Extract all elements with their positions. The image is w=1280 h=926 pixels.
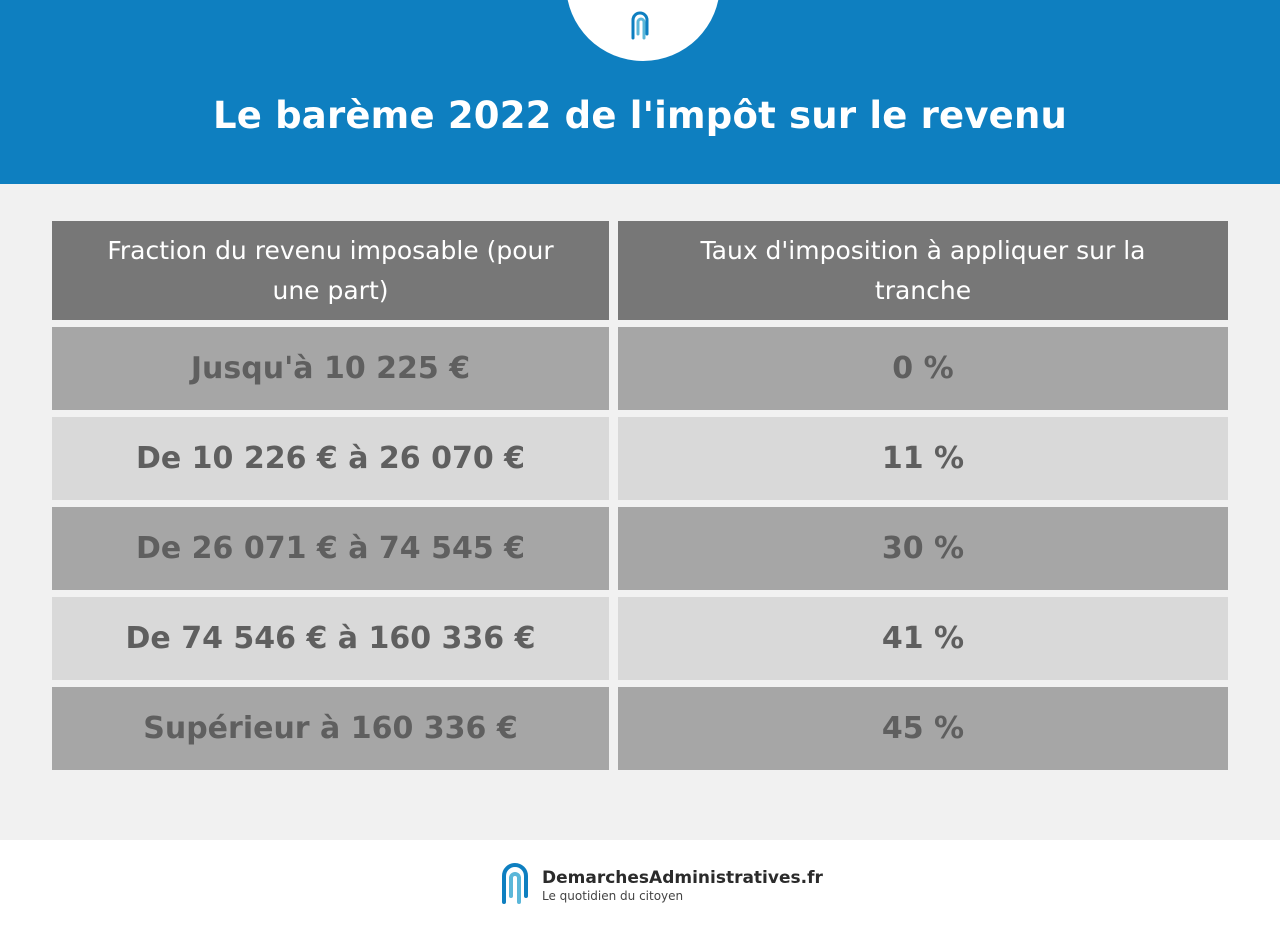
rate-cell: 30 % [618,507,1228,590]
table-row: De 10 226 € à 26 070 € 11 % [52,417,1228,500]
brand-tagline: Le quotidien du citoyen [542,889,684,903]
brand-logo: DemarchesAdministratives.fr Le quotidien… [498,862,823,910]
footer: DemarchesAdministratives.fr Le quotidien… [0,840,1280,926]
logo-badge [566,0,720,61]
bracket-cell: Jusqu'à 10 225 € [52,327,609,410]
rate-cell: 11 % [618,417,1228,500]
bracket-cell: Supérieur à 160 336 € [52,687,609,770]
column-header-rate: Taux d'imposition à appliquer sur la tra… [618,221,1228,320]
rate-cell: 45 % [618,687,1228,770]
table-row: De 26 071 € à 74 545 € 30 % [52,507,1228,590]
table-row: Supérieur à 160 336 € 45 % [52,687,1228,770]
table-row: De 74 546 € à 160 336 € 41 % [52,597,1228,680]
brand-text: DemarchesAdministratives.fr Le quotidien… [542,868,823,904]
bracket-cell: De 74 546 € à 160 336 € [52,597,609,680]
rate-cell: 0 % [618,327,1228,410]
tax-bracket-table: Fraction du revenu imposable (pour une p… [52,221,1228,777]
rate-cell: 41 % [618,597,1228,680]
brand-name: DemarchesAdministratives.fr [542,868,823,888]
header-banner: Le barème 2022 de l'impôt sur le revenu [0,0,1280,184]
table-header-row: Fraction du revenu imposable (pour une p… [52,221,1228,320]
paperclip-logo-icon [631,11,649,40]
column-header-bracket: Fraction du revenu imposable (pour une p… [52,221,609,320]
page-title: Le barème 2022 de l'impôt sur le revenu [212,94,1068,137]
table-row: Jusqu'à 10 225 € 0 % [52,327,1228,410]
bracket-cell: De 26 071 € à 74 545 € [52,507,609,590]
paperclip-logo-icon [502,863,528,904]
bracket-cell: De 10 226 € à 26 070 € [52,417,609,500]
